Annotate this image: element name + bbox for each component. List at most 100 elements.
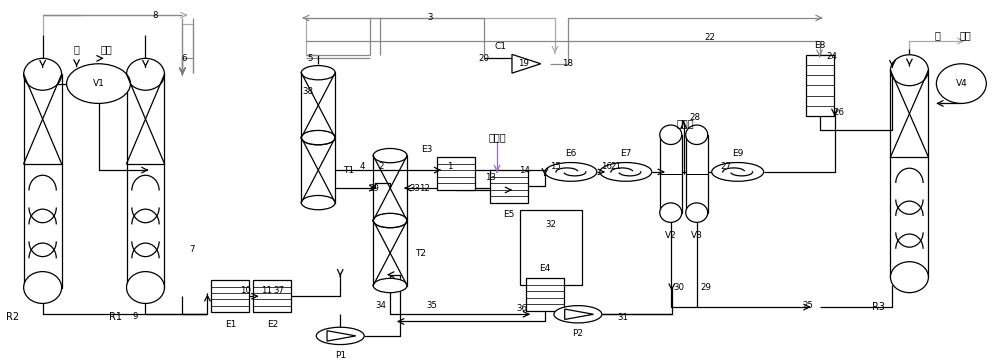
Text: 蒸汽: 蒸汽 — [959, 30, 971, 40]
Text: 34: 34 — [376, 301, 387, 310]
Text: 37: 37 — [274, 286, 285, 295]
Bar — [526, 278, 564, 311]
Text: P2: P2 — [572, 329, 583, 338]
Text: E2: E2 — [267, 321, 278, 329]
Text: R1: R1 — [109, 313, 122, 322]
Text: 原料气: 原料气 — [488, 132, 506, 143]
Bar — [520, 210, 582, 285]
Text: E9: E9 — [732, 149, 743, 158]
Ellipse shape — [301, 130, 335, 145]
Text: 16: 16 — [601, 162, 612, 171]
Text: 30: 30 — [673, 283, 684, 292]
Ellipse shape — [127, 272, 164, 303]
Text: 10: 10 — [240, 286, 251, 295]
Ellipse shape — [24, 58, 62, 90]
Text: V2: V2 — [665, 231, 677, 240]
Circle shape — [554, 306, 602, 323]
Text: 水: 水 — [74, 44, 80, 54]
Bar — [686, 135, 708, 213]
Text: 35: 35 — [427, 301, 438, 310]
Ellipse shape — [67, 64, 131, 103]
Bar — [490, 170, 528, 203]
Text: 6: 6 — [182, 54, 187, 63]
Ellipse shape — [936, 64, 986, 103]
Ellipse shape — [24, 272, 62, 303]
Circle shape — [712, 163, 764, 181]
Text: E4: E4 — [539, 264, 551, 273]
Text: 14: 14 — [519, 166, 530, 175]
Text: 产品气: 产品气 — [677, 118, 695, 128]
Text: V3: V3 — [691, 231, 703, 240]
Text: 13: 13 — [486, 173, 497, 182]
Text: 9: 9 — [133, 311, 138, 321]
Ellipse shape — [373, 278, 407, 293]
Text: 5: 5 — [308, 54, 313, 63]
Text: 15: 15 — [550, 162, 561, 171]
Circle shape — [545, 163, 597, 181]
Bar — [437, 158, 475, 190]
Text: 11: 11 — [261, 286, 272, 295]
Bar — [127, 74, 164, 287]
Ellipse shape — [301, 195, 335, 210]
Ellipse shape — [686, 125, 708, 144]
Text: 21: 21 — [610, 162, 621, 171]
Text: 12: 12 — [419, 184, 430, 193]
Text: 36: 36 — [516, 304, 527, 313]
Text: P1: P1 — [335, 351, 346, 360]
Text: V1: V1 — [93, 79, 104, 88]
Text: 3: 3 — [427, 13, 433, 23]
Text: 18: 18 — [562, 59, 573, 68]
Text: 26: 26 — [833, 108, 844, 117]
Ellipse shape — [373, 148, 407, 163]
Bar — [660, 135, 682, 213]
Text: T2: T2 — [415, 249, 426, 257]
Text: 2: 2 — [378, 162, 384, 171]
Ellipse shape — [660, 125, 682, 144]
Text: 19: 19 — [518, 59, 528, 68]
Ellipse shape — [660, 203, 682, 223]
Bar — [373, 220, 407, 286]
Text: 33: 33 — [410, 184, 421, 193]
Text: 蒸汽: 蒸汽 — [101, 44, 112, 54]
Text: 25: 25 — [802, 301, 813, 310]
Ellipse shape — [373, 213, 407, 228]
Ellipse shape — [301, 131, 335, 145]
Text: 20: 20 — [479, 54, 490, 63]
Circle shape — [600, 163, 652, 181]
Text: 32: 32 — [545, 220, 556, 229]
Polygon shape — [565, 309, 593, 319]
Text: E3: E3 — [421, 145, 432, 154]
Text: 7: 7 — [190, 245, 195, 254]
Ellipse shape — [890, 262, 928, 293]
Text: 39: 39 — [369, 184, 380, 193]
Polygon shape — [327, 331, 356, 341]
Text: 27: 27 — [720, 162, 731, 171]
Text: R2: R2 — [6, 313, 19, 322]
Ellipse shape — [373, 213, 407, 228]
Text: C1: C1 — [495, 42, 507, 51]
Text: 22: 22 — [704, 33, 715, 42]
Bar — [373, 156, 407, 221]
Bar — [253, 280, 291, 313]
Ellipse shape — [127, 58, 164, 90]
Text: E6: E6 — [565, 149, 577, 158]
Text: 31: 31 — [617, 313, 628, 322]
Text: E7: E7 — [620, 149, 632, 158]
Text: E8: E8 — [814, 41, 825, 50]
Text: 24: 24 — [826, 52, 837, 61]
Text: 1: 1 — [447, 162, 453, 171]
Text: 29: 29 — [700, 283, 711, 292]
Text: E1: E1 — [225, 321, 236, 329]
Ellipse shape — [301, 66, 335, 80]
Text: V4: V4 — [955, 79, 967, 88]
Text: 水: 水 — [934, 30, 940, 40]
Text: R3: R3 — [872, 302, 885, 312]
Text: 4: 4 — [359, 162, 365, 171]
Text: 38: 38 — [303, 87, 314, 96]
Bar — [890, 70, 928, 277]
Bar — [806, 55, 834, 116]
Bar — [24, 74, 62, 287]
Circle shape — [316, 327, 364, 344]
Polygon shape — [512, 54, 541, 73]
Text: 28: 28 — [689, 113, 700, 122]
